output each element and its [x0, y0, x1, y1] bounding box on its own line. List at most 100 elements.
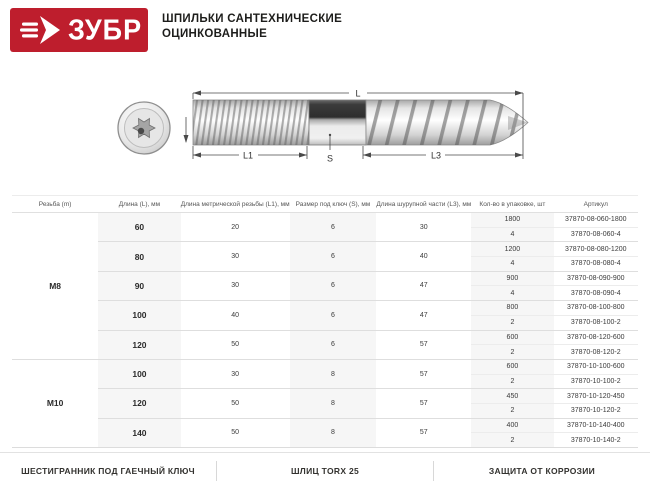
table-row: 4 37870-08-060-4	[12, 227, 638, 242]
col-header-article: Артикул	[553, 195, 638, 213]
qty-cell: 900	[471, 270, 554, 287]
table-row: 80 30 6 40 1200 37870-08-080-1200	[12, 241, 638, 272]
article-cell: 37870-08-080-1200	[553, 241, 638, 258]
table-row: 4 37870-08-080-4	[12, 257, 638, 272]
table-row: 2 37870-08-100-2	[12, 315, 638, 330]
l3-cell: 47	[376, 300, 472, 330]
article-cell: 37870-08-090-4	[570, 289, 621, 297]
thread-cell: М8	[49, 280, 61, 291]
article-cell: 37870-08-060-4	[570, 231, 621, 239]
length-cell: 140	[98, 417, 181, 448]
qty-cell: 4	[510, 231, 515, 239]
article-cell: 37870-10-140-400	[553, 417, 638, 434]
qty-cell: 4	[510, 289, 515, 297]
qty-cell: 2	[510, 348, 515, 356]
dimension-arrows	[183, 90, 523, 158]
table-row: М8 60 20 6 30 1800 37870-08-060-1800	[12, 212, 638, 291]
length-cell: 90	[98, 270, 181, 301]
length-cell: 120	[98, 329, 181, 360]
qty-cell: 2	[510, 436, 515, 444]
page-title: ШПИЛЬКИ САНТЕХНИЧЕСКИЕ ОЦИНКОВАННЫЕ	[162, 8, 342, 42]
col-header-qty: Кол-во в упаковке, шт	[471, 195, 554, 213]
article-cell: 37870-08-080-4	[570, 260, 621, 268]
l1-cell: 20	[231, 223, 240, 231]
dimension-lines	[185, 92, 524, 159]
table-row: 90 30 6 47 900 37870-08-090-900	[12, 270, 638, 301]
feature-hex-wrench: ШЕСТИГРАННИК ПОД ГАЕЧНЫЙ КЛЮЧ	[21, 465, 195, 476]
table-row: М10 100 30 8 57 600 37870-10-100-600	[12, 358, 638, 448]
qty-cell: 2	[510, 319, 515, 327]
l1-cell: 30	[180, 358, 290, 389]
length-cell: 100	[98, 358, 181, 389]
length-cell: 120	[98, 388, 181, 419]
table-row: 2 37870-10-140-2	[12, 433, 638, 448]
title-line-2: ОЦИНКОВАННЫЕ	[162, 28, 268, 40]
zubr-arrow-icon	[20, 16, 60, 44]
article-cell: 37870-08-060-1800	[553, 212, 638, 228]
qty-cell: 600	[471, 329, 554, 346]
l1-cell: 30	[180, 241, 290, 272]
zubr-logo: ЗУБР	[10, 8, 148, 52]
s-cell: 8	[289, 358, 377, 389]
article-cell: 37870-10-140-2	[570, 436, 621, 444]
article-cell: 37870-08-100-800	[553, 300, 638, 316]
col-header-l1: Длина метрической резьбы (L1), мм	[180, 195, 290, 213]
spec-table: Резьба (m) Длина (L), мм Длина метрическ…	[12, 195, 638, 448]
l3-cell: 57	[376, 388, 472, 419]
length-cell: 60	[134, 222, 145, 233]
s-cell: 8	[289, 417, 377, 448]
qty-cell: 2	[510, 407, 515, 415]
l3-cell: 57	[376, 417, 472, 448]
table-header-row: Резьба (m) Длина (L), мм Длина метрическ…	[12, 195, 638, 213]
l3-cell: 57	[376, 358, 472, 389]
dim-label-S: S	[327, 154, 333, 164]
s-cell: 8	[289, 388, 377, 419]
s-cell: 6	[289, 300, 377, 330]
s-cell: 6	[331, 223, 335, 231]
qty-cell: 1200	[471, 241, 554, 258]
table-row: 2 37870-10-100-2	[12, 374, 638, 389]
l1-cell: 50	[180, 388, 290, 419]
article-cell: 37870-08-120-600	[553, 329, 638, 346]
table-row: 120 50 6 57 600 37870-08-120-600	[12, 329, 638, 360]
col-header-l3: Длина шурупной части (L3), мм	[376, 195, 472, 213]
table-row: 2 37870-10-120-2	[12, 403, 638, 418]
qty-cell: 600	[471, 358, 554, 375]
l3-cell: 47	[376, 270, 472, 301]
l3-cell: 30	[419, 223, 428, 231]
title-line-1: ШПИЛЬКИ САНТЕХНИЧЕСКИЕ	[162, 13, 343, 25]
footer-divider	[216, 460, 217, 481]
qty-cell: 2	[510, 377, 515, 385]
qty-cell: 800	[471, 300, 554, 316]
col-header-length: Длина (L), мм	[98, 195, 181, 213]
thread-cell: М10	[12, 358, 99, 448]
dim-label-L1: L1	[243, 151, 253, 161]
s-cell: 6	[289, 270, 377, 301]
header: ЗУБР ШПИЛЬКИ САНТЕХНИЧЕСКИЕ ОЦИНКОВАННЫЕ	[10, 8, 640, 60]
feature-footer: ШЕСТИГРАННИК ПОД ГАЕЧНЫЙ КЛЮЧ ШЛИЦ TORX …	[0, 452, 650, 488]
screw-head-view	[117, 101, 171, 155]
length-cell: 100	[98, 300, 181, 330]
torx-recess	[132, 117, 156, 139]
table-row: 120 50 8 57 450 37870-10-120-450	[12, 388, 638, 419]
table-row: 2 37870-08-120-2	[12, 345, 638, 360]
l3-cell: 40	[376, 241, 472, 272]
screw-technical-drawing: L L1 S L3	[117, 89, 529, 164]
article-cell: 37870-10-120-2	[570, 407, 621, 415]
col-header-thread: Резьба (m)	[12, 195, 99, 213]
article-cell: 37870-08-090-900	[553, 270, 638, 287]
article-cell: 37870-10-120-450	[553, 388, 638, 404]
l3-cell: 57	[376, 329, 472, 360]
qty-cell: 4	[510, 260, 515, 268]
table-row: 140 50 8 57 400 37870-10-140-400	[12, 417, 638, 448]
l1-cell: 40	[180, 300, 290, 330]
article-cell: 37870-10-100-2	[570, 377, 621, 385]
col-header-s: Размер под ключ (S), мм	[289, 195, 377, 213]
logo-text: ЗУБР	[68, 13, 143, 46]
qty-cell: 1800	[471, 212, 554, 228]
dim-label-L3: L3	[431, 151, 441, 161]
footer-divider	[433, 460, 434, 481]
screw-side-view	[192, 99, 529, 146]
table-row: 4 37870-08-090-4	[12, 286, 638, 301]
